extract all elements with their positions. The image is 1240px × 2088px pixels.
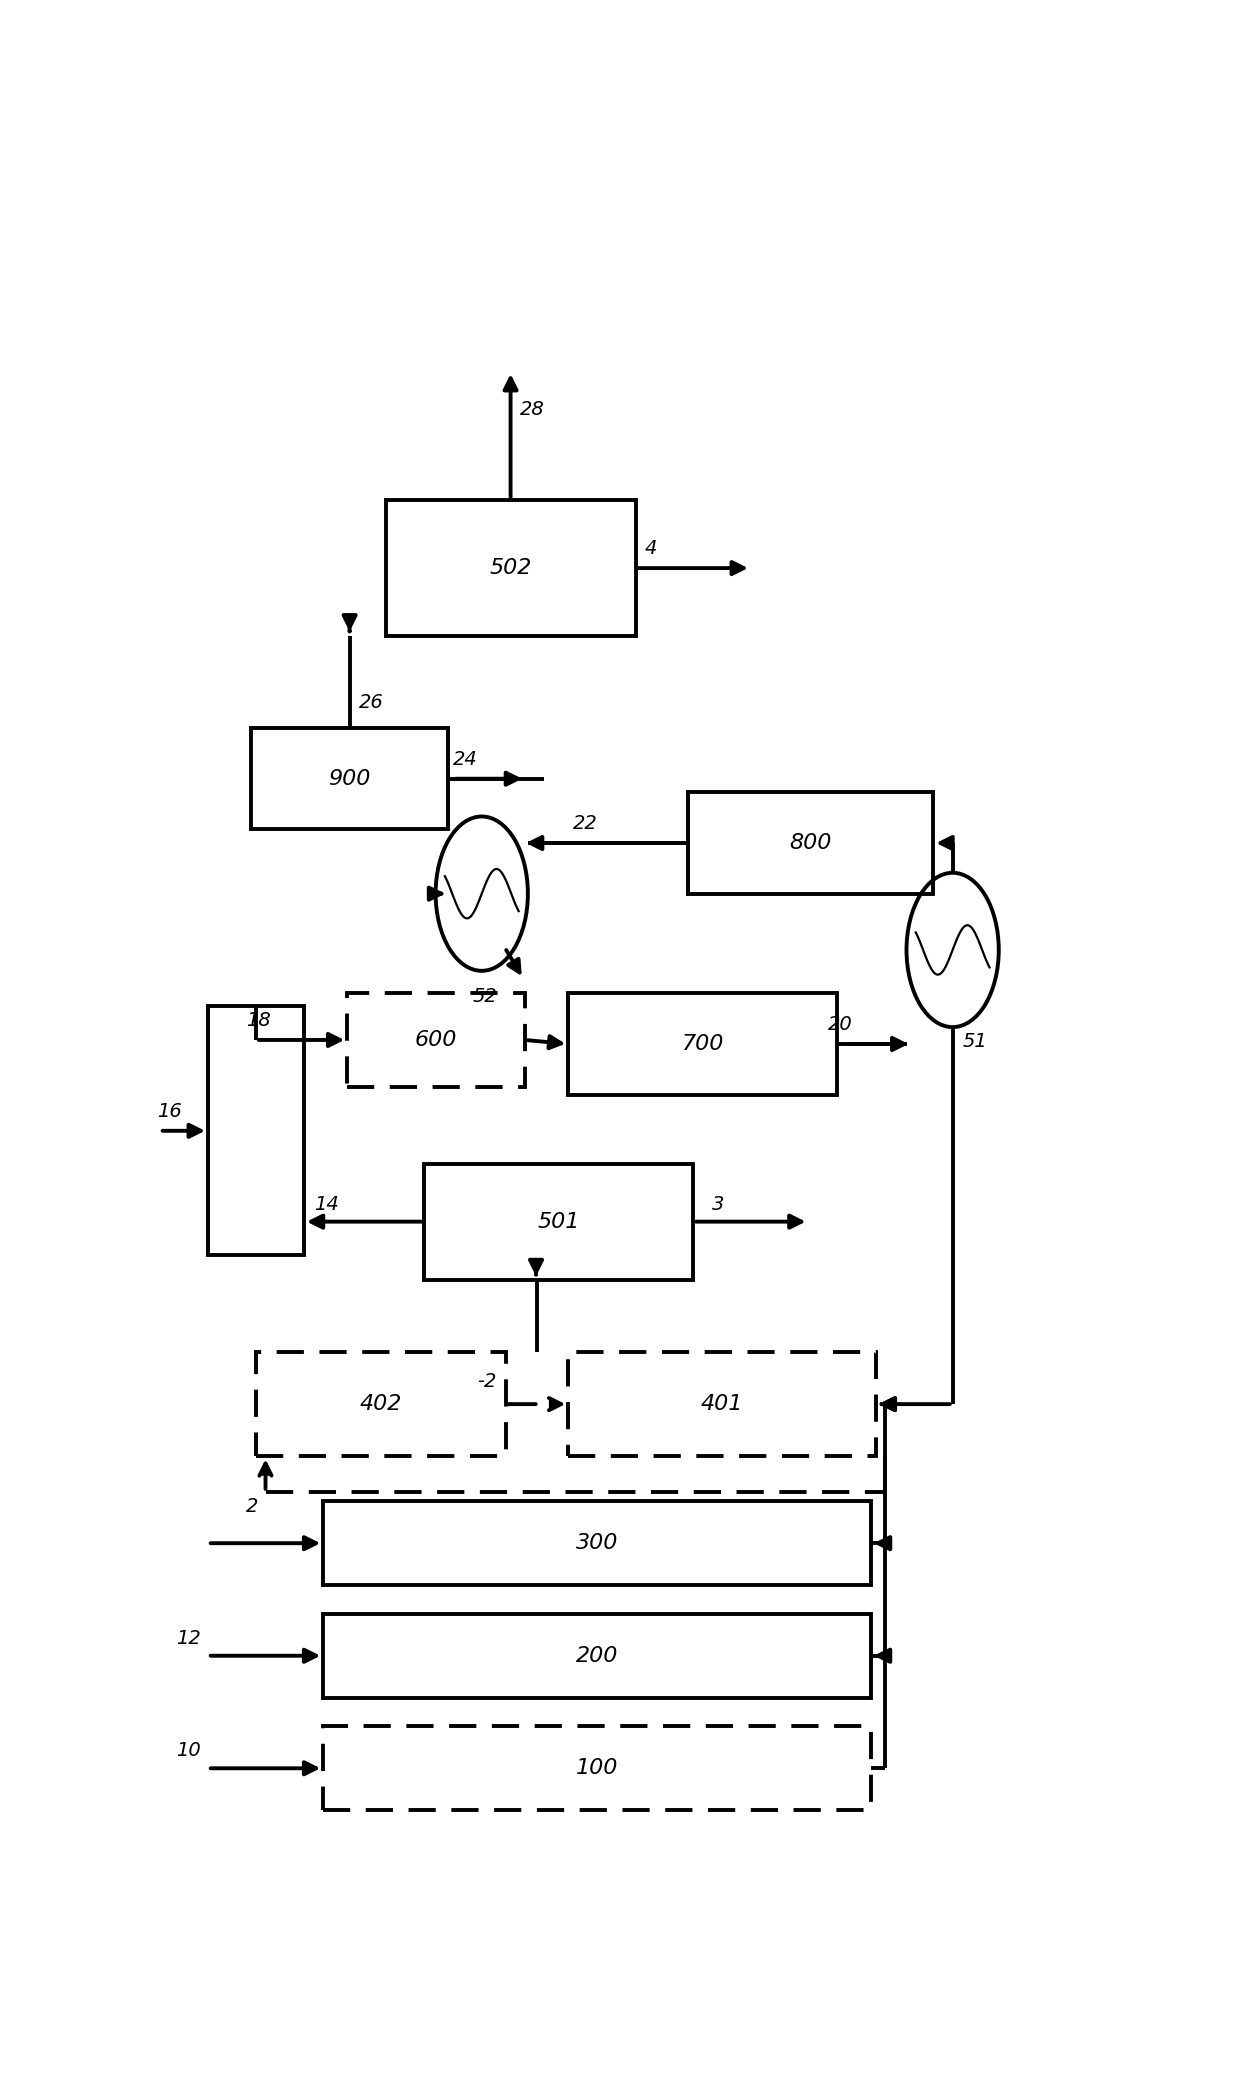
Text: 900: 900 [329,768,371,789]
Text: 4: 4 [645,539,657,557]
Text: 402: 402 [360,1395,402,1414]
Bar [386,499,635,637]
Text: 300: 300 [575,1533,619,1553]
Text: 18: 18 [247,1011,272,1029]
Text: 26: 26 [360,693,384,712]
Bar [208,1006,304,1255]
Text: 22: 22 [573,814,598,833]
Text: 401: 401 [701,1395,743,1414]
Text: 2: 2 [247,1497,259,1516]
Text: 28: 28 [521,401,544,420]
Text: 20: 20 [828,1015,852,1034]
Text: 12: 12 [176,1629,201,1647]
Bar [688,791,934,894]
Bar [324,1614,870,1698]
Text: 501: 501 [537,1211,580,1232]
Text: 700: 700 [682,1034,724,1054]
Text: 10: 10 [176,1741,201,1760]
Text: 3: 3 [713,1194,724,1213]
Bar [568,1351,875,1457]
Text: 600: 600 [415,1029,458,1050]
Bar [347,994,525,1086]
Bar [255,1351,506,1457]
Bar [568,994,837,1094]
Bar [424,1163,693,1280]
Text: 24: 24 [453,750,477,768]
Text: 200: 200 [575,1645,619,1666]
Bar [324,1727,870,1810]
Bar [250,729,448,829]
Bar [324,1501,870,1585]
Text: 51: 51 [962,1031,987,1050]
Text: 502: 502 [490,557,532,578]
Text: 52: 52 [472,988,497,1006]
Text: -2: -2 [476,1372,496,1391]
Text: 800: 800 [790,833,832,854]
Text: 14: 14 [314,1194,339,1213]
Text: 16: 16 [157,1102,182,1121]
Text: 100: 100 [575,1758,619,1779]
